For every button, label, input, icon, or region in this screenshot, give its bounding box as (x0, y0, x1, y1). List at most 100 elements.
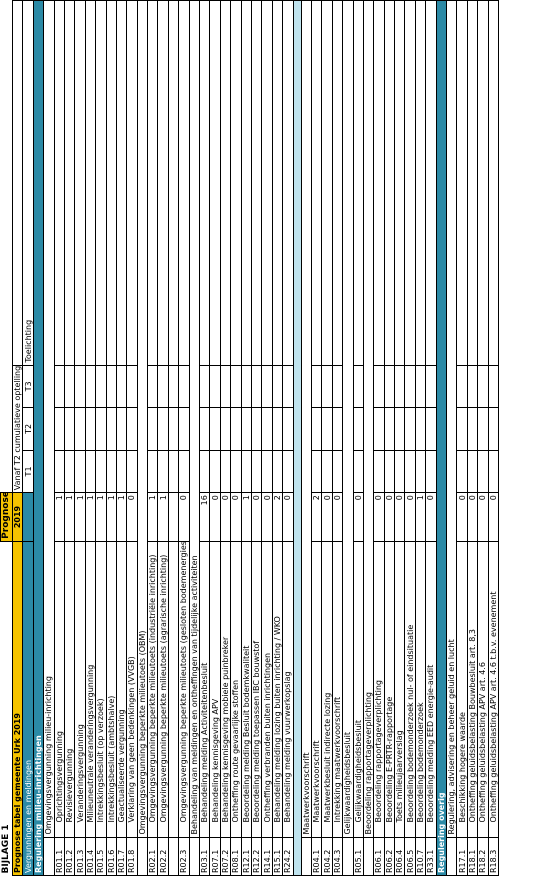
table-row: R01.6 Intrekkingsbesluit (ambtshalve) 1 (106, 0, 117, 876)
table-row: R02.3 Omgevingsvergunning beperkte milieu… (178, 0, 190, 876)
row-code: R01.4 (85, 837, 96, 876)
t3-cell (373, 365, 385, 408)
t1-cell (157, 450, 169, 493)
row-label: Maatwerkvoorschrift (311, 541, 322, 838)
toelichting-cell (311, 0, 322, 366)
row-value: 2 (272, 492, 283, 542)
t3-cell (230, 365, 242, 408)
t1-cell (467, 450, 478, 493)
t2-cell (425, 407, 437, 451)
toelichting-cell (95, 0, 107, 366)
row-value: 1 (157, 492, 169, 542)
t2-cell (116, 407, 127, 451)
t1-cell (85, 450, 96, 493)
t1-cell (282, 450, 294, 493)
t3-cell (116, 365, 127, 408)
t2-cell (241, 407, 252, 451)
toelichting-cell (85, 0, 96, 366)
t1-cell (64, 450, 75, 493)
t3-cell (126, 365, 138, 408)
row-label: Revisievergunning (64, 541, 75, 838)
t3-cell (456, 365, 468, 408)
t3-header: T3 (22, 365, 34, 408)
row-label: Veranderingsvergunning (74, 541, 86, 838)
t2-cell (311, 407, 322, 451)
toelichting-cell (261, 0, 273, 366)
t2-cell (106, 407, 117, 451)
row-code: R01.2 (64, 837, 75, 876)
row-label: Ontheffing route gevaarlijke stoffen (230, 541, 242, 838)
toelichting-cell (241, 0, 252, 366)
row-label: Behandeling melding vuurwerkopslag (282, 541, 294, 838)
toelichting-cell (321, 0, 333, 366)
row-label: Beoordeling melding toepassen IBC bouwst… (251, 541, 262, 838)
row-value: 1 (85, 492, 96, 542)
t3-cell (241, 365, 252, 408)
row-code: R12.1 (241, 837, 252, 876)
table-row: R07.1 Behandeling kennisgeving APV 0 (209, 0, 221, 876)
t3-cell (251, 365, 262, 408)
t1-cell (74, 450, 86, 493)
row-code: R12.2 (251, 837, 262, 876)
toelichting-cell (467, 0, 478, 366)
subcategory-header: Behandeling van meldingen en ontheffinge… (189, 0, 200, 838)
table-row: R06.4 Toets milieujaarverslag 0 (394, 0, 405, 876)
row-value: 0 (477, 492, 489, 542)
t2-cell (282, 407, 294, 451)
row-code: R01.8 (126, 837, 138, 876)
row-label: Behandeling melding lozing buiten inrich… (272, 541, 283, 838)
t3-cell (477, 365, 489, 408)
row-label: Milieuneutrale veranderingsvergunning (85, 541, 96, 838)
table-row: R12.2 Beoordeling melding toepassen IBC b… (251, 0, 262, 876)
t3-cell (272, 365, 283, 408)
t1-cell (54, 450, 65, 493)
subcategory-header: Omgevingsvergunning milieu-inrichting (43, 0, 55, 838)
vanaf-header: Vanaf T2 cumulatieve optelling (12, 365, 23, 493)
toelichting-cell (116, 0, 127, 366)
row-code: R03.1 (199, 837, 210, 876)
t3-cell (74, 365, 86, 408)
table-row: R05.1 Gelijkwaardigheidsbesluit 0 (353, 0, 364, 876)
table-row: R18.2 Ontheffing geluidsbelasting APV art… (477, 0, 489, 876)
toelichting-cell (384, 0, 395, 366)
row-value: 1 (54, 492, 65, 542)
subcategory-header: Omgevingsvergunning beperkte milieutoets… (137, 0, 148, 838)
row-code: R07.2 (220, 837, 231, 876)
t2-cell (251, 407, 262, 451)
toelichting-cell (353, 0, 364, 366)
t3-cell (220, 365, 231, 408)
t2-cell (157, 407, 169, 451)
toelichting-cell (199, 0, 210, 366)
t3-cell (199, 365, 210, 408)
row-value: 1 (147, 492, 158, 542)
toelichting-cell (178, 0, 190, 366)
row-value: 1 (64, 492, 75, 542)
row-code: R01.1 (54, 837, 65, 876)
t3-cell (404, 365, 416, 408)
table-row: R01.7 Geactualiseerde vergunning 1 (116, 0, 127, 876)
toelichting-cell (456, 0, 468, 366)
row-value: 0 (467, 492, 478, 542)
subcategory-header: Regulering, advisering en beheer geluid … (446, 0, 457, 838)
t2-cell (477, 407, 489, 451)
t2-cell (456, 407, 468, 451)
row-value: 0 (404, 492, 416, 542)
t3-cell (64, 365, 75, 408)
t2-cell (373, 407, 385, 451)
row-label: Maatwerkbesluit indirecte lozing (321, 541, 333, 838)
category-header: Regulering milieu-inrichtingen (33, 0, 44, 876)
t2-header: T2 (22, 407, 34, 451)
t1-cell (199, 450, 210, 493)
t1-cell (241, 450, 252, 493)
row-code: R02.2 (157, 837, 169, 876)
row-code: R06.4 (394, 837, 405, 876)
row-value: 1 (116, 492, 127, 542)
toelichting-cell (404, 0, 416, 366)
t3-cell (321, 365, 333, 408)
t1-cell (404, 450, 416, 493)
toelichting-cell (272, 0, 283, 366)
row-code: R01.3 (74, 837, 86, 876)
t3-cell (178, 365, 190, 408)
table-row: R15.1 Behandeling melding lozing buiten i… (272, 0, 283, 876)
